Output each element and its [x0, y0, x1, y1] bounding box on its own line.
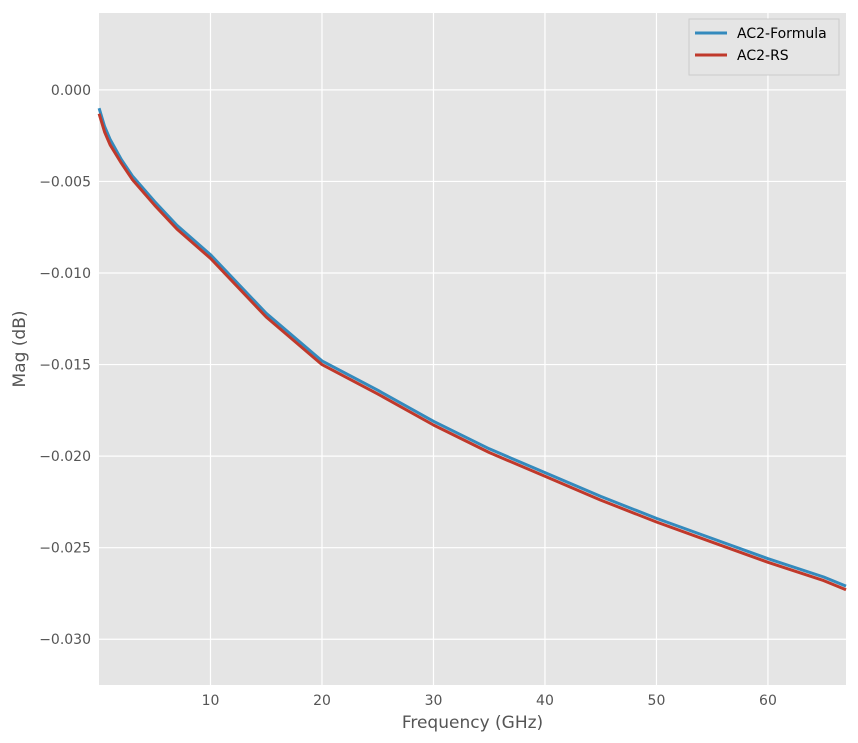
x-tick-label: 30	[425, 693, 443, 709]
x-axis-label: Frequency (GHz)	[402, 713, 543, 733]
y-tick-label: −0.020	[39, 449, 91, 465]
x-tick-label: 20	[313, 693, 331, 709]
legend-label: AC2-Formula	[737, 26, 827, 42]
y-tick-label: −0.005	[39, 174, 91, 190]
y-tick-label: −0.010	[39, 266, 91, 282]
y-axis-label: Mag (dB)	[10, 311, 30, 388]
x-tick-label: 40	[536, 693, 554, 709]
x-tick-label: 50	[648, 693, 666, 709]
series-line-ac2-formula	[97, 107, 847, 588]
y-tick-label: −0.025	[39, 541, 91, 557]
legend-box	[688, 18, 840, 76]
legend: AC2-Formula AC2-RS	[688, 18, 840, 76]
y-tick-label: 0.000	[51, 83, 91, 99]
y-tick-label: −0.015	[39, 358, 91, 374]
y-tick-label: −0.030	[39, 632, 91, 648]
plot-background	[99, 13, 846, 685]
x-tick-label: 60	[759, 693, 777, 709]
series-layer	[97, 107, 847, 592]
x-axis-ticks: 10 20 30 40 50 60	[202, 693, 777, 709]
y-axis-ticks: 0.000 −0.005 −0.010 −0.015 −0.020 −0.025 −0.03…	[39, 83, 91, 648]
x-tick-label: 10	[202, 693, 220, 709]
legend-label: AC2-RS	[737, 48, 789, 64]
series-line-ac2-rs	[97, 113, 847, 592]
